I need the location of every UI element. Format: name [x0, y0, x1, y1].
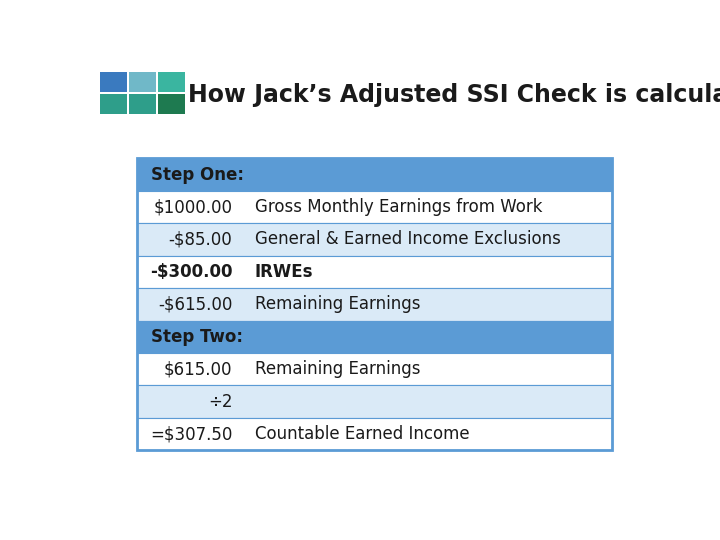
FancyBboxPatch shape: [138, 386, 612, 418]
FancyBboxPatch shape: [138, 255, 612, 288]
FancyBboxPatch shape: [138, 191, 612, 223]
FancyBboxPatch shape: [100, 94, 127, 114]
FancyBboxPatch shape: [138, 418, 612, 450]
FancyBboxPatch shape: [129, 94, 156, 114]
Text: -$300.00: -$300.00: [150, 263, 233, 281]
FancyBboxPatch shape: [138, 353, 612, 386]
Text: $1000.00: $1000.00: [153, 198, 233, 216]
Text: How Jack’s Adjusted SSI Check is calculated:: How Jack’s Adjusted SSI Check is calcula…: [188, 83, 720, 107]
FancyBboxPatch shape: [158, 94, 185, 114]
Text: IRWEs: IRWEs: [255, 263, 313, 281]
Text: Gross Monthly Earnings from Work: Gross Monthly Earnings from Work: [255, 198, 542, 216]
Text: General & Earned Income Exclusions: General & Earned Income Exclusions: [255, 231, 560, 248]
Text: -$85.00: -$85.00: [168, 231, 233, 248]
FancyBboxPatch shape: [138, 288, 612, 321]
FancyBboxPatch shape: [138, 321, 612, 353]
Text: -$615.00: -$615.00: [158, 295, 233, 313]
Text: $615.00: $615.00: [163, 360, 233, 378]
Text: Step One:: Step One:: [151, 166, 244, 184]
FancyBboxPatch shape: [129, 72, 156, 92]
Text: =$307.50: =$307.50: [150, 425, 233, 443]
FancyBboxPatch shape: [100, 72, 127, 92]
FancyBboxPatch shape: [138, 158, 612, 191]
Text: Countable Earned Income: Countable Earned Income: [255, 425, 469, 443]
Text: Remaining Earnings: Remaining Earnings: [255, 360, 420, 378]
Text: Step Two:: Step Two:: [151, 328, 243, 346]
FancyBboxPatch shape: [158, 72, 185, 92]
FancyBboxPatch shape: [138, 223, 612, 255]
Text: ÷2: ÷2: [208, 393, 233, 410]
Text: Remaining Earnings: Remaining Earnings: [255, 295, 420, 313]
